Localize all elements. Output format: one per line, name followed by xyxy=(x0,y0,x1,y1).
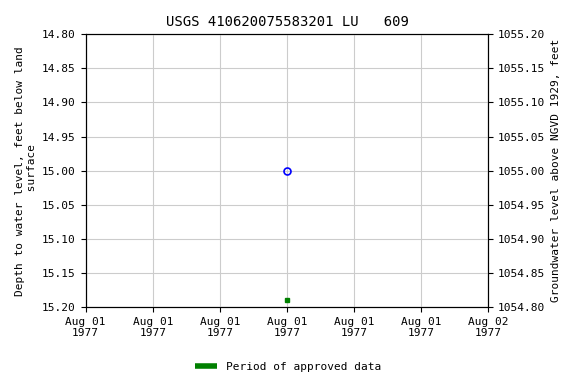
Legend: Period of approved data: Period of approved data xyxy=(191,358,385,377)
Y-axis label: Groundwater level above NGVD 1929, feet: Groundwater level above NGVD 1929, feet xyxy=(551,39,561,302)
Title: USGS 410620075583201 LU   609: USGS 410620075583201 LU 609 xyxy=(166,15,408,29)
Y-axis label: Depth to water level, feet below land
 surface: Depth to water level, feet below land su… xyxy=(15,46,37,296)
